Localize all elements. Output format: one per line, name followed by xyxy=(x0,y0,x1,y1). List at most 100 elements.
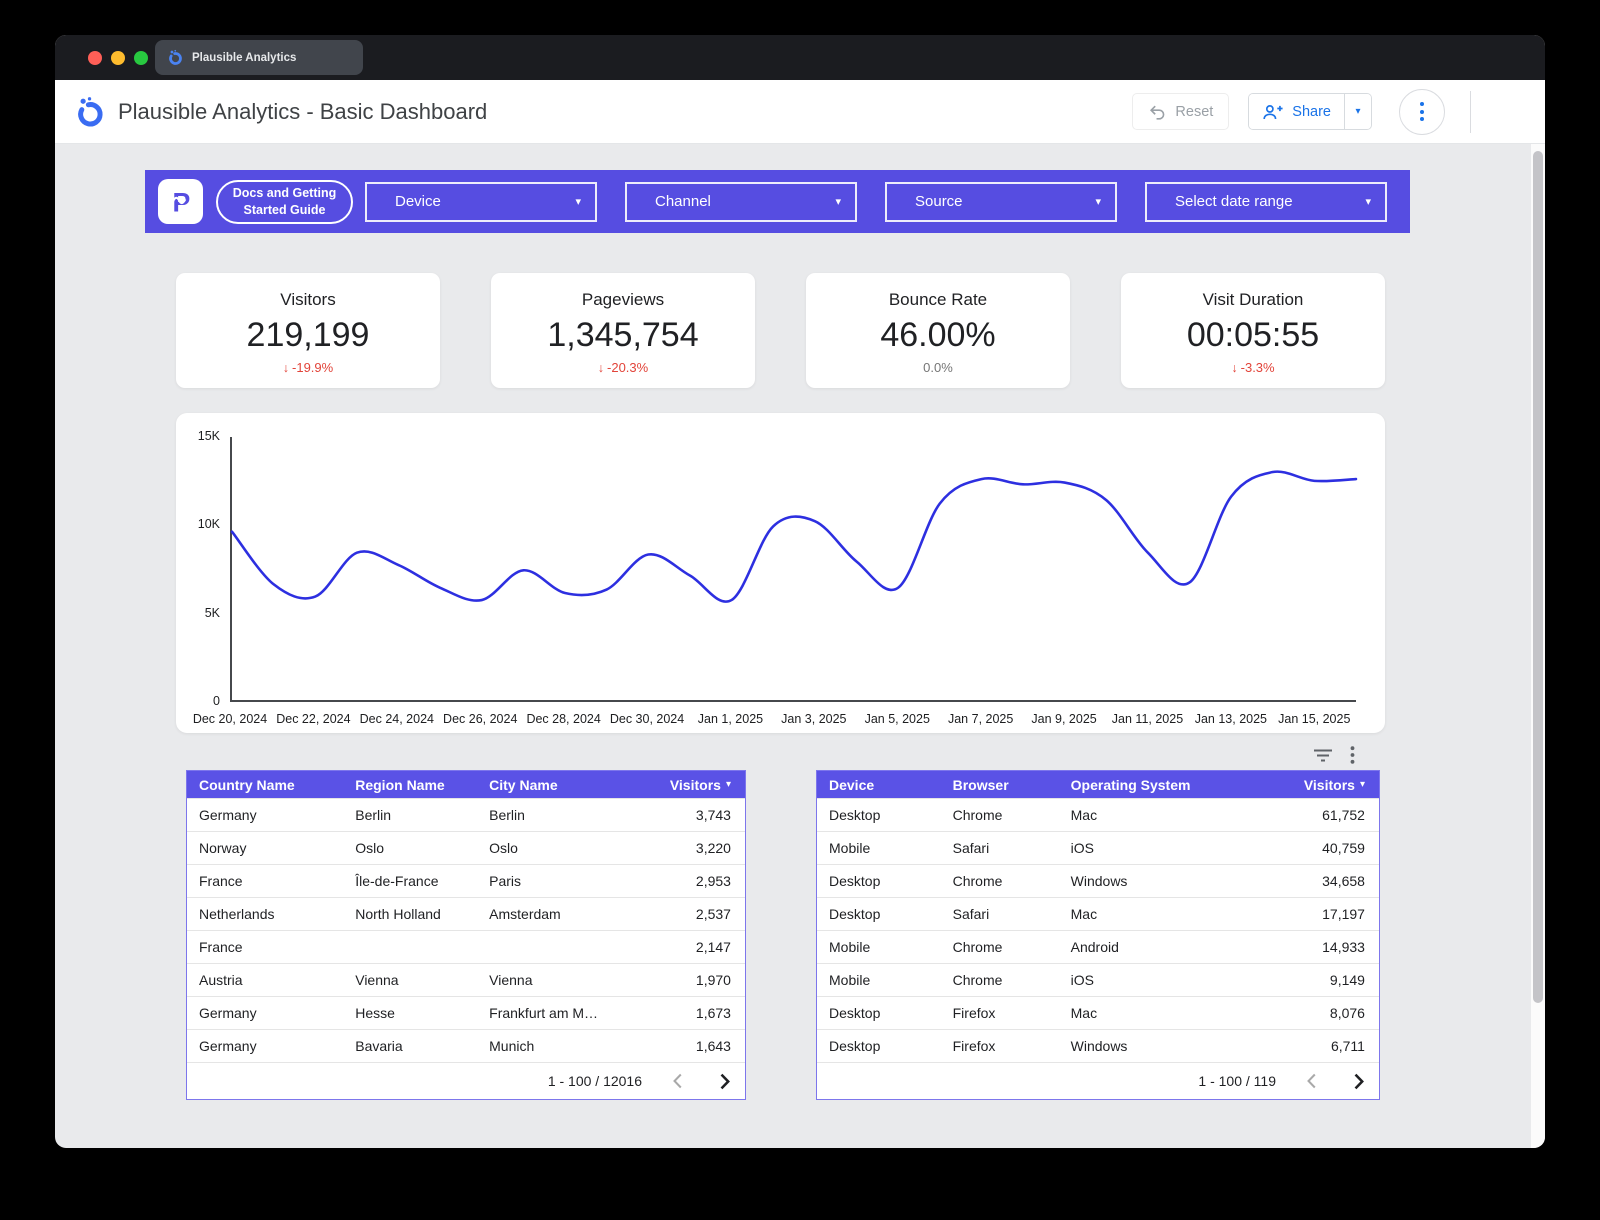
column-header-visitors[interactable]: Visitors ▾ xyxy=(1303,776,1365,793)
more-options-button[interactable] xyxy=(1399,88,1445,135)
table-cell: Norway xyxy=(199,840,247,856)
prev-page-button[interactable] xyxy=(672,1073,683,1089)
minimize-window-button[interactable] xyxy=(111,50,125,65)
share-dropdown-button[interactable]: ▾ xyxy=(1344,94,1371,129)
table-cell: 1,673 xyxy=(695,1005,731,1021)
scrollbar-thumb[interactable] xyxy=(1533,151,1543,1003)
pagination-range: 1 - 100 / 119 xyxy=(1198,1073,1276,1089)
table-row: Mobile Chrome iOS 9,149 xyxy=(817,963,1379,996)
undo-icon xyxy=(1150,105,1165,120)
source-filter-dropdown[interactable]: Source ▾ xyxy=(885,181,1117,222)
table-cell: Île-de-France xyxy=(355,873,439,889)
y-axis-tick-label: 15K xyxy=(197,429,220,443)
column-header-country[interactable]: Country Name xyxy=(199,776,295,793)
pagination-range: 1 - 100 / 12016 xyxy=(547,1073,642,1089)
tech-table: Device Browser Operating System Visitors… xyxy=(816,746,1380,1100)
window-controls xyxy=(88,50,148,65)
column-header-os[interactable]: Operating System xyxy=(1070,776,1191,793)
column-header-region[interactable]: Region Name xyxy=(355,776,445,793)
prev-page-button[interactable] xyxy=(1306,1073,1317,1089)
reset-button[interactable]: Reset xyxy=(1132,93,1230,130)
table-menu-icon[interactable] xyxy=(1350,746,1355,764)
kpi-card-pageviews: Pageviews 1,345,754 ↓ -20.3% xyxy=(491,273,755,388)
page-scrollbar[interactable] xyxy=(1531,144,1545,1148)
table-cell: France xyxy=(199,873,243,889)
channel-filter-dropdown[interactable]: Channel ▾ xyxy=(625,181,857,222)
kpi-label: Visit Duration xyxy=(1202,290,1304,309)
y-axis-tick-label: 10K xyxy=(197,517,220,532)
browser-titlebar: Plausible Analytics xyxy=(55,35,1545,80)
kpi-value: 219,199 xyxy=(246,315,370,354)
table-cell: Frankfurt am M… xyxy=(489,1005,599,1021)
table-cell: Desktop xyxy=(829,807,881,823)
table-row: France Île-de-France Paris 2,953 xyxy=(187,864,745,897)
table-row: Desktop Firefox Windows 6,711 xyxy=(817,1029,1379,1062)
share-button-group: Share ▾ xyxy=(1248,93,1372,130)
x-axis-tick-label: Jan 13, 2025 xyxy=(1194,712,1268,726)
table-cell: Amsterdam xyxy=(489,906,561,922)
x-axis-tick-label: Jan 5, 2025 xyxy=(864,712,930,726)
table-cell: iOS xyxy=(1070,972,1094,988)
geo-table: Country Name Region Name City Name Visit… xyxy=(186,770,746,1100)
table-cell: Mobile xyxy=(829,939,871,955)
kpi-row: Visitors 219,199 ↓ -19.9% Pageviews 1,345… xyxy=(176,273,1385,388)
table-cell: Safari xyxy=(952,906,990,922)
date-range-filter-dropdown[interactable]: Select date range ▾ xyxy=(1145,181,1387,222)
column-header-device[interactable]: Device xyxy=(829,776,875,793)
plausible-favicon-icon xyxy=(169,49,182,65)
table-cell: iOS xyxy=(1070,840,1094,856)
kpi-value: 00:05:55 xyxy=(1186,315,1320,354)
column-header-city[interactable]: City Name xyxy=(489,776,558,793)
table-cell: Chrome xyxy=(952,873,1003,889)
table-cell: Mobile xyxy=(829,972,871,988)
browser-window: Plausible Analytics Plausible Analytics … xyxy=(55,35,1545,1148)
chevron-down-icon: ▾ xyxy=(835,196,841,208)
sort-descending-icon: ▾ xyxy=(725,779,731,790)
table-cell: Mobile xyxy=(829,840,871,856)
table-row: Netherlands North Holland Amsterdam 2,537 xyxy=(187,897,745,930)
fullscreen-window-button[interactable] xyxy=(134,50,148,65)
kpi-delta: ↓ -3.3% xyxy=(1231,360,1275,375)
arrow-down-icon: ↓ xyxy=(1231,360,1238,375)
table-cell: Berlin xyxy=(355,807,392,823)
close-window-button[interactable] xyxy=(88,50,102,65)
table-cell: 1,970 xyxy=(695,972,731,988)
table-cell: 34,658 xyxy=(1322,873,1365,889)
filter-label: Source xyxy=(915,193,963,210)
table-cell: 3,220 xyxy=(695,840,731,856)
docs-button[interactable]: Docs and Getting Started Guide xyxy=(216,179,353,224)
table-cell: Bavaria xyxy=(355,1038,403,1054)
filter-controls: Device ▾ Channel ▾ Source ▾ Select date … xyxy=(365,181,1387,222)
x-axis-tick-label: Dec 30, 2024 xyxy=(609,712,685,726)
table-cell: Desktop xyxy=(829,906,881,922)
x-axis-tick-label: Jan 15, 2025 xyxy=(1278,712,1351,726)
table-cell: Mac xyxy=(1070,906,1098,922)
x-axis-tick-label: Jan 3, 2025 xyxy=(781,712,847,726)
column-header-browser[interactable]: Browser xyxy=(952,776,1009,793)
table-cell: 6,711 xyxy=(1330,1038,1365,1054)
filter-toolbar: P Docs and Getting Started Guide Device … xyxy=(145,170,1410,233)
table-row: Desktop Firefox Mac 8,076 xyxy=(817,996,1379,1029)
x-axis-tick-label: Jan 1, 2025 xyxy=(697,712,764,726)
table-cell: 9,149 xyxy=(1329,972,1365,988)
table-cell: North Holland xyxy=(355,906,441,922)
table-cell: Mac xyxy=(1070,1005,1098,1021)
next-page-button[interactable] xyxy=(719,1073,731,1090)
kpi-card-visit-duration: Visit Duration 00:05:55 ↓ -3.3% xyxy=(1121,273,1385,388)
next-page-button[interactable] xyxy=(1353,1073,1365,1090)
table-row: Mobile Safari iOS 40,759 xyxy=(817,831,1379,864)
report-canvas: P Docs and Getting Started Guide Device … xyxy=(55,144,1545,1148)
tech-table-footer: 1 - 100 / 119 xyxy=(817,1062,1379,1099)
share-button[interactable]: Share xyxy=(1249,94,1344,129)
table-cell: 8,076 xyxy=(1329,1005,1365,1021)
kpi-label: Pageviews xyxy=(581,290,665,309)
sort-descending-icon: ▾ xyxy=(1359,779,1365,790)
browser-tab[interactable]: Plausible Analytics xyxy=(155,40,363,75)
table-cell: Oslo xyxy=(355,840,385,856)
table-row: Germany Bavaria Munich 1,643 xyxy=(187,1029,745,1062)
column-header-visitors[interactable]: Visitors ▾ xyxy=(669,776,731,793)
y-axis-tick-label: 5K xyxy=(204,605,220,620)
device-filter-dropdown[interactable]: Device ▾ xyxy=(365,181,597,222)
filter-icon[interactable] xyxy=(1313,748,1333,763)
table-cell: Germany xyxy=(199,1038,257,1054)
